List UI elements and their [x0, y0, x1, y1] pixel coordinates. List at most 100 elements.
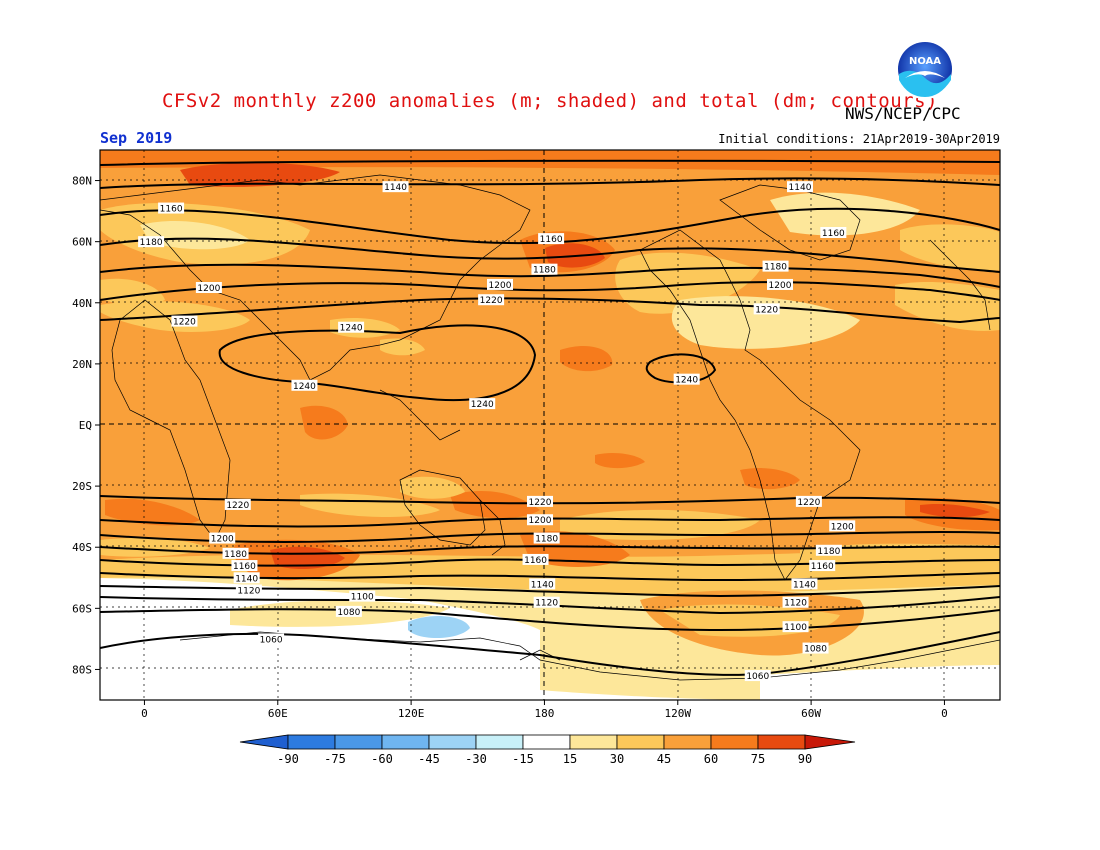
contour-label: 1220 [480, 296, 503, 306]
contour-label: 1080 [804, 645, 827, 655]
colorbar-label: 15 [563, 752, 577, 766]
contour-label-box [209, 532, 236, 544]
colorbar-label: 90 [798, 752, 812, 766]
initial-conditions-label: Initial conditions: 21Apr2019-30Apr2019 [718, 132, 1000, 146]
contour-label: 1100 [351, 593, 374, 603]
contour-label: 1200 [197, 284, 220, 294]
colorbar-segment [428, 734, 477, 750]
contour-label-box [815, 544, 842, 556]
contour-label-box [809, 560, 836, 572]
logo-text: NOAA [909, 56, 941, 67]
contour-label: 1140 [789, 183, 812, 193]
contour-label-box [791, 578, 818, 590]
colorbar-label: -15 [512, 752, 534, 766]
colorbar-segment [710, 734, 759, 750]
contour-label-box [782, 596, 809, 608]
contour-label: 1200 [489, 281, 512, 291]
colorbar-segment [287, 734, 336, 750]
contour-label-box [231, 560, 258, 572]
lon-tick-label: 0 [941, 707, 948, 720]
contour-label: 1220 [529, 498, 552, 508]
contour-label: 1200 [769, 281, 792, 291]
contour-labels: 1140 1140 1160 1160 1160 1180 1180 1180 1200 1200… [138, 181, 856, 682]
colorbar-segment [663, 734, 712, 750]
contour-label: 1200 [211, 535, 234, 545]
colorbar: -90 -75 -60 -45 -30 -15 15 30 45 60 75 90 [239, 734, 856, 766]
contour-label: 1160 [540, 235, 563, 245]
colorbar-label: -60 [371, 752, 393, 766]
contour-label-box [258, 633, 285, 645]
colorbar-label: 60 [704, 752, 718, 766]
lat-tick-label: 40N [72, 297, 92, 310]
colorbar-segment [334, 734, 383, 750]
lat-tick-label: 20S [72, 480, 92, 493]
contour-label-box [349, 590, 376, 602]
contour-label: 1160 [524, 556, 547, 566]
contour-label-box [233, 572, 260, 584]
colorbar-segment [757, 734, 806, 750]
colorbar-segment [616, 734, 665, 750]
lat-tick-label: 40S [72, 541, 92, 554]
colorbar-label: -90 [277, 752, 299, 766]
contour-label: 1240 [340, 324, 363, 334]
contour-label: 1220 [173, 318, 196, 328]
contour-label: 1240 [471, 400, 494, 410]
contour-label-box [195, 282, 222, 293]
contour-label: 1220 [226, 501, 249, 511]
contour-label-box [762, 260, 789, 272]
latitude-axis: 80N 60N 40N 20N EQ 20S 40S 60S 80S [72, 175, 100, 676]
contour-label: 1120 [535, 599, 558, 609]
colorbar-label: -30 [465, 752, 487, 766]
contour-label-box [744, 670, 771, 682]
lat-tick-label: 80S [72, 663, 92, 676]
colorbar-label: 75 [751, 752, 765, 766]
map-field: 1140 1140 1160 1160 1160 1180 1180 1180 1200 1200… [100, 150, 1000, 700]
longitude-axis: 0 60E 120E 180 120W 60W 0 [141, 700, 948, 720]
contour-label-box [531, 263, 558, 275]
contour-label: 1180 [140, 238, 163, 248]
contour-label: 1200 [831, 522, 854, 532]
noaa-logo-icon: NOAA [895, 39, 955, 99]
southern-strong-anomalies [105, 452, 1000, 581]
southern-anomaly-shading [100, 493, 1000, 700]
contour-label-box [802, 642, 829, 654]
contour-label-box [533, 596, 560, 608]
lon-tick-label: 120E [398, 707, 425, 720]
colorbar-label: 30 [610, 752, 624, 766]
valid-month-label: Sep 2019 [100, 129, 173, 147]
contour-label-box [335, 605, 362, 617]
contour-label: 1180 [817, 547, 840, 557]
contour-label-box [338, 321, 365, 333]
contour-label-box [527, 495, 553, 507]
contour-label-box [478, 294, 505, 306]
contour-label: 1100 [784, 623, 807, 633]
contour-label-box [820, 227, 847, 238]
contour-label: 1220 [755, 305, 778, 315]
lat-tick-label: 80N [72, 175, 92, 188]
contour-label: 1140 [793, 580, 816, 590]
colorbar-segment [569, 734, 618, 750]
contour-label-box [782, 621, 809, 633]
lon-tick-label: 60E [268, 707, 288, 720]
lon-tick-label: 60W [801, 707, 821, 720]
contour-label-box [795, 495, 822, 507]
contour-label-box [829, 520, 856, 532]
colorbar-segment [381, 734, 430, 750]
contour-label: 1160 [811, 562, 834, 572]
contour-label-box [533, 532, 560, 544]
contour-label-box [469, 398, 496, 410]
contour-label-box [753, 303, 780, 315]
contour-label: 1180 [764, 263, 787, 273]
contour-label-box [224, 498, 251, 510]
contour-label-box [171, 315, 198, 327]
colorbar-right-arrow [804, 734, 856, 750]
contour-label: 1160 [822, 229, 845, 239]
contour-label: 1160 [160, 205, 183, 215]
contour-label-box [538, 233, 565, 245]
colorbar-segment [522, 734, 571, 750]
colorbar-label: -75 [324, 752, 346, 766]
contour-label: 1220 [797, 498, 820, 508]
lon-tick-label: 0 [141, 707, 148, 720]
colorbar-segment [475, 734, 524, 750]
contour-label: 1240 [675, 376, 698, 386]
